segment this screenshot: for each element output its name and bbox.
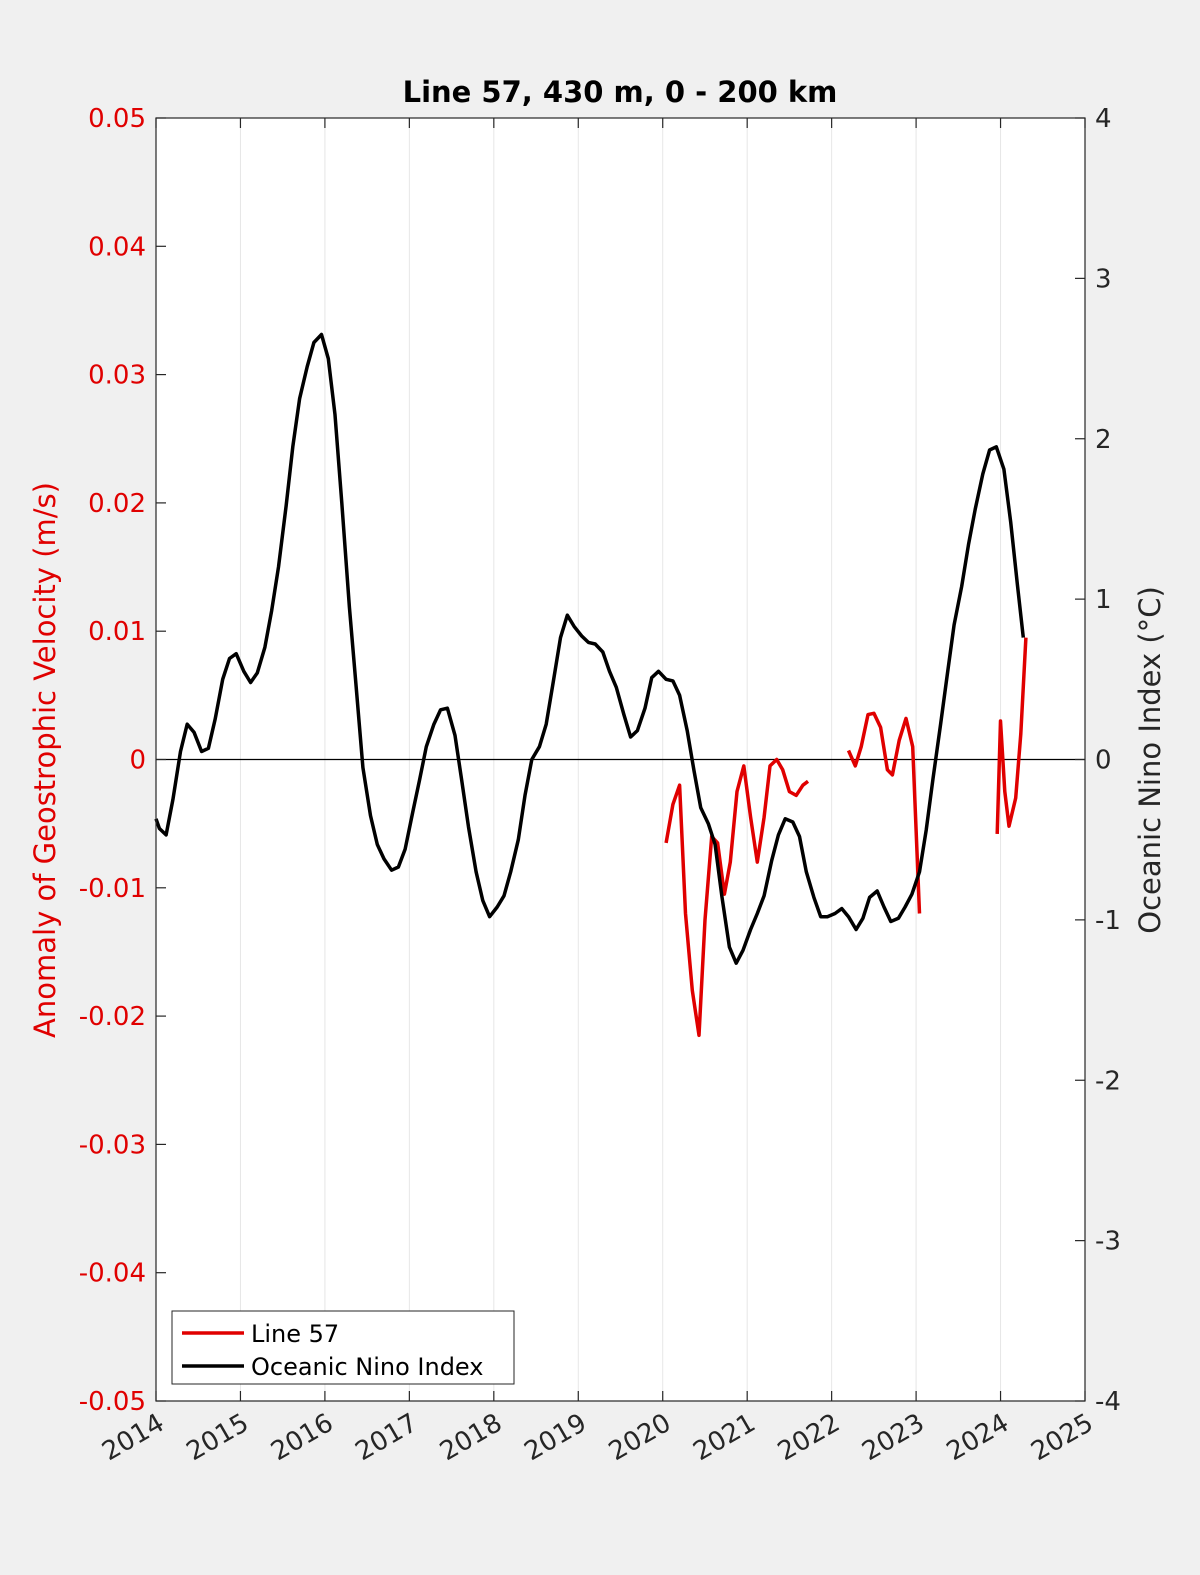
y-axis-right-label: Oceanic Nino Index (°C) — [1133, 586, 1167, 934]
y-left-tick-label-0.02: 0.02 — [88, 489, 146, 519]
series-group — [154, 332, 1028, 1038]
x-tick-label-2015: 2015 — [182, 1408, 254, 1467]
y-right-tick-label--2: -2 — [1095, 1066, 1121, 1096]
x-tick-label-2024: 2024 — [942, 1408, 1014, 1467]
legend: Line 57 Oceanic Nino Index — [171, 1310, 515, 1385]
x-tick-label-2025: 2025 — [1026, 1408, 1098, 1467]
y-left-tick-label-0.05: 0.05 — [88, 104, 146, 134]
y-right-tick-label--1: -1 — [1095, 906, 1121, 936]
y-right-tick-label-3: 3 — [1095, 264, 1112, 294]
y-right-tick-label-2: 2 — [1095, 425, 1112, 455]
x-tick-label-2016: 2016 — [266, 1408, 338, 1467]
y-right-tick-label--4: -4 — [1095, 1387, 1121, 1417]
y-left-tick-label-0.01: 0.01 — [88, 617, 146, 647]
y-left-tick-label-0.03: 0.03 — [88, 361, 146, 391]
y-right-tick-label-1: 1 — [1095, 585, 1112, 615]
y-left-tick-label--0.05: -0.05 — [79, 1387, 146, 1417]
x-tick-label-2022: 2022 — [773, 1408, 845, 1467]
y-axis-left-label: Anomaly of Geostrophic Velocity (m/s) — [28, 482, 62, 1038]
x-tick-label-2018: 2018 — [435, 1408, 507, 1467]
legend-label-oni: Oceanic Nino Index — [251, 1353, 483, 1381]
chart-title: Line 57, 430 m, 0 - 200 km — [403, 75, 838, 109]
y-left-tick-label--0.01: -0.01 — [79, 874, 146, 904]
y-right-tick-label--3: -3 — [1095, 1227, 1121, 1257]
y-left-tick-label--0.03: -0.03 — [79, 1130, 146, 1160]
y-left-tick-label--0.04: -0.04 — [79, 1259, 146, 1289]
series-oni-segment-0 — [154, 332, 1026, 965]
series-line-57-segment-0 — [664, 757, 810, 1038]
ticks-group: 2 0 1 4 2015 2016 2017 2018 2019 2020 2021 2022 2023… — [79, 104, 1121, 1467]
series-line-57-segment-2 — [995, 637, 1028, 834]
x-tick-label-2021: 2021 — [688, 1408, 760, 1467]
x-tick-label-2017: 2017 — [351, 1408, 423, 1467]
x-tick-label-2023: 2023 — [857, 1408, 929, 1467]
series-line-57-segment-1 — [846, 711, 922, 914]
legend-box — [171, 1310, 515, 1385]
x-tick-label-2020: 2020 — [604, 1408, 676, 1467]
y-right-tick-label-4: 4 — [1095, 104, 1112, 134]
y-right-tick-label-0: 0 — [1095, 746, 1112, 776]
y-left-tick-label-0: 0 — [129, 746, 146, 776]
x-tick-label-2019: 2019 — [519, 1408, 591, 1467]
legend-label-line-57: Line 57 — [251, 1320, 339, 1348]
y-left-tick-label--0.02: -0.02 — [79, 1002, 146, 1032]
y-left-tick-label-0.04: 0.04 — [88, 232, 146, 262]
